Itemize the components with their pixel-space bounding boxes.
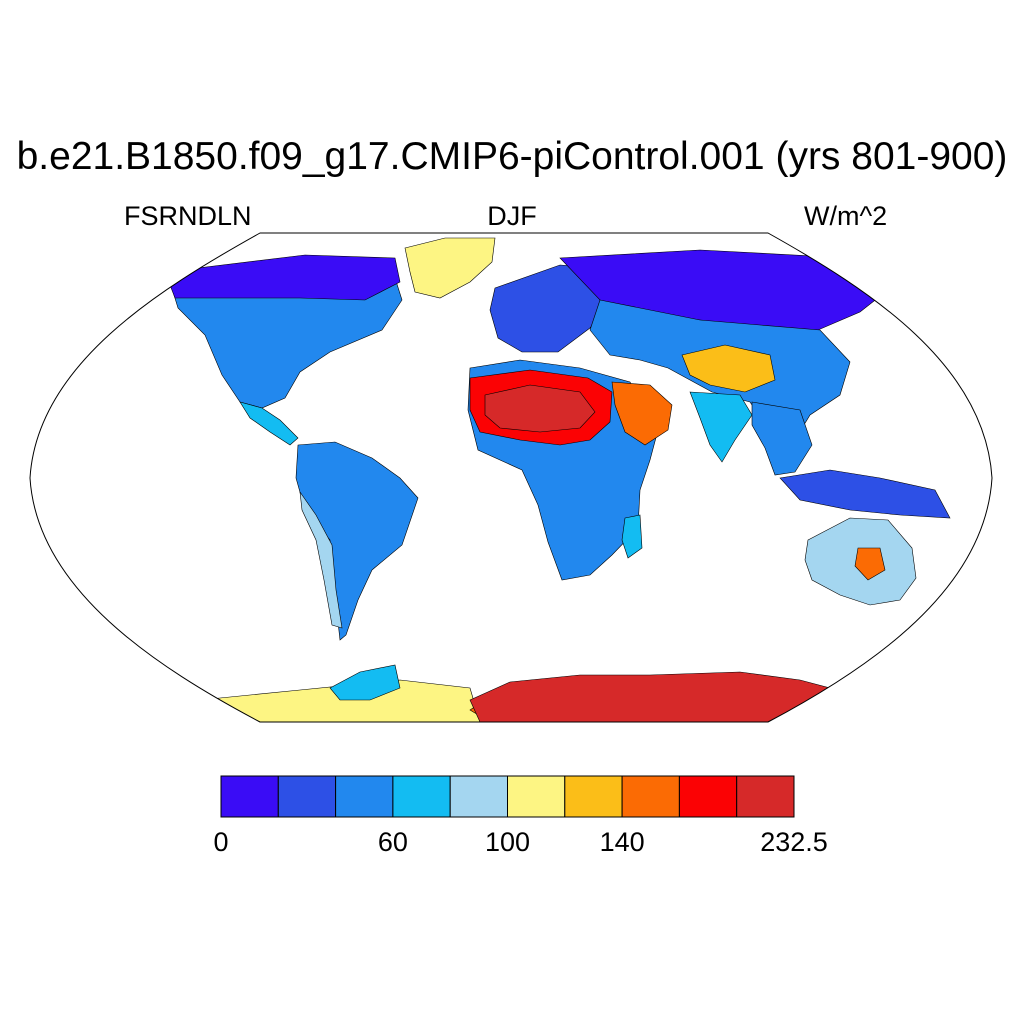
land-greenland xyxy=(404,237,496,299)
land-tibet xyxy=(681,344,776,393)
units-label: W/m^2 xyxy=(804,201,888,231)
colorbar-box xyxy=(392,775,451,818)
land-antarctica-east xyxy=(469,671,831,722)
plot-title: b.e21.B1850.f09_g17.CMIP6-piControl.001 … xyxy=(16,135,1008,178)
colorbar-box xyxy=(220,775,279,818)
land-antarctica-west xyxy=(199,679,481,722)
land-south-america xyxy=(295,441,419,641)
colorbar-box xyxy=(564,775,623,818)
colorbar-box xyxy=(335,775,394,818)
colorbar-label: 140 xyxy=(599,827,645,857)
colorbar-box xyxy=(621,775,680,818)
land-antarctica-peninsula xyxy=(329,664,401,701)
season-label: DJF xyxy=(487,201,537,231)
map-boundary xyxy=(29,232,993,723)
land-indonesia xyxy=(779,469,951,519)
colorbar xyxy=(220,775,795,818)
land-central-america xyxy=(239,401,299,446)
colorbar-box xyxy=(507,775,566,818)
colorbar-label: 60 xyxy=(377,827,408,857)
land-sahara-core xyxy=(484,384,596,433)
land-layer xyxy=(164,237,989,722)
land-india xyxy=(689,391,753,463)
land-canada-north xyxy=(164,254,401,301)
land-arabia xyxy=(611,381,673,446)
land-south-america-andes xyxy=(299,491,343,629)
colorbar-label: 232.5 xyxy=(760,827,828,857)
colorbar-label: 0 xyxy=(213,827,229,857)
variable-label: FSRNDLN xyxy=(124,201,252,231)
land-southeast-asia xyxy=(751,401,813,476)
colorbar-box xyxy=(736,775,795,818)
land-australia-center xyxy=(854,547,886,581)
colorbar-box xyxy=(678,775,738,818)
colorbar-label: 100 xyxy=(484,827,531,857)
land-madagascar xyxy=(621,514,643,559)
colorbar-box xyxy=(449,775,509,818)
colorbar-box xyxy=(277,775,337,818)
